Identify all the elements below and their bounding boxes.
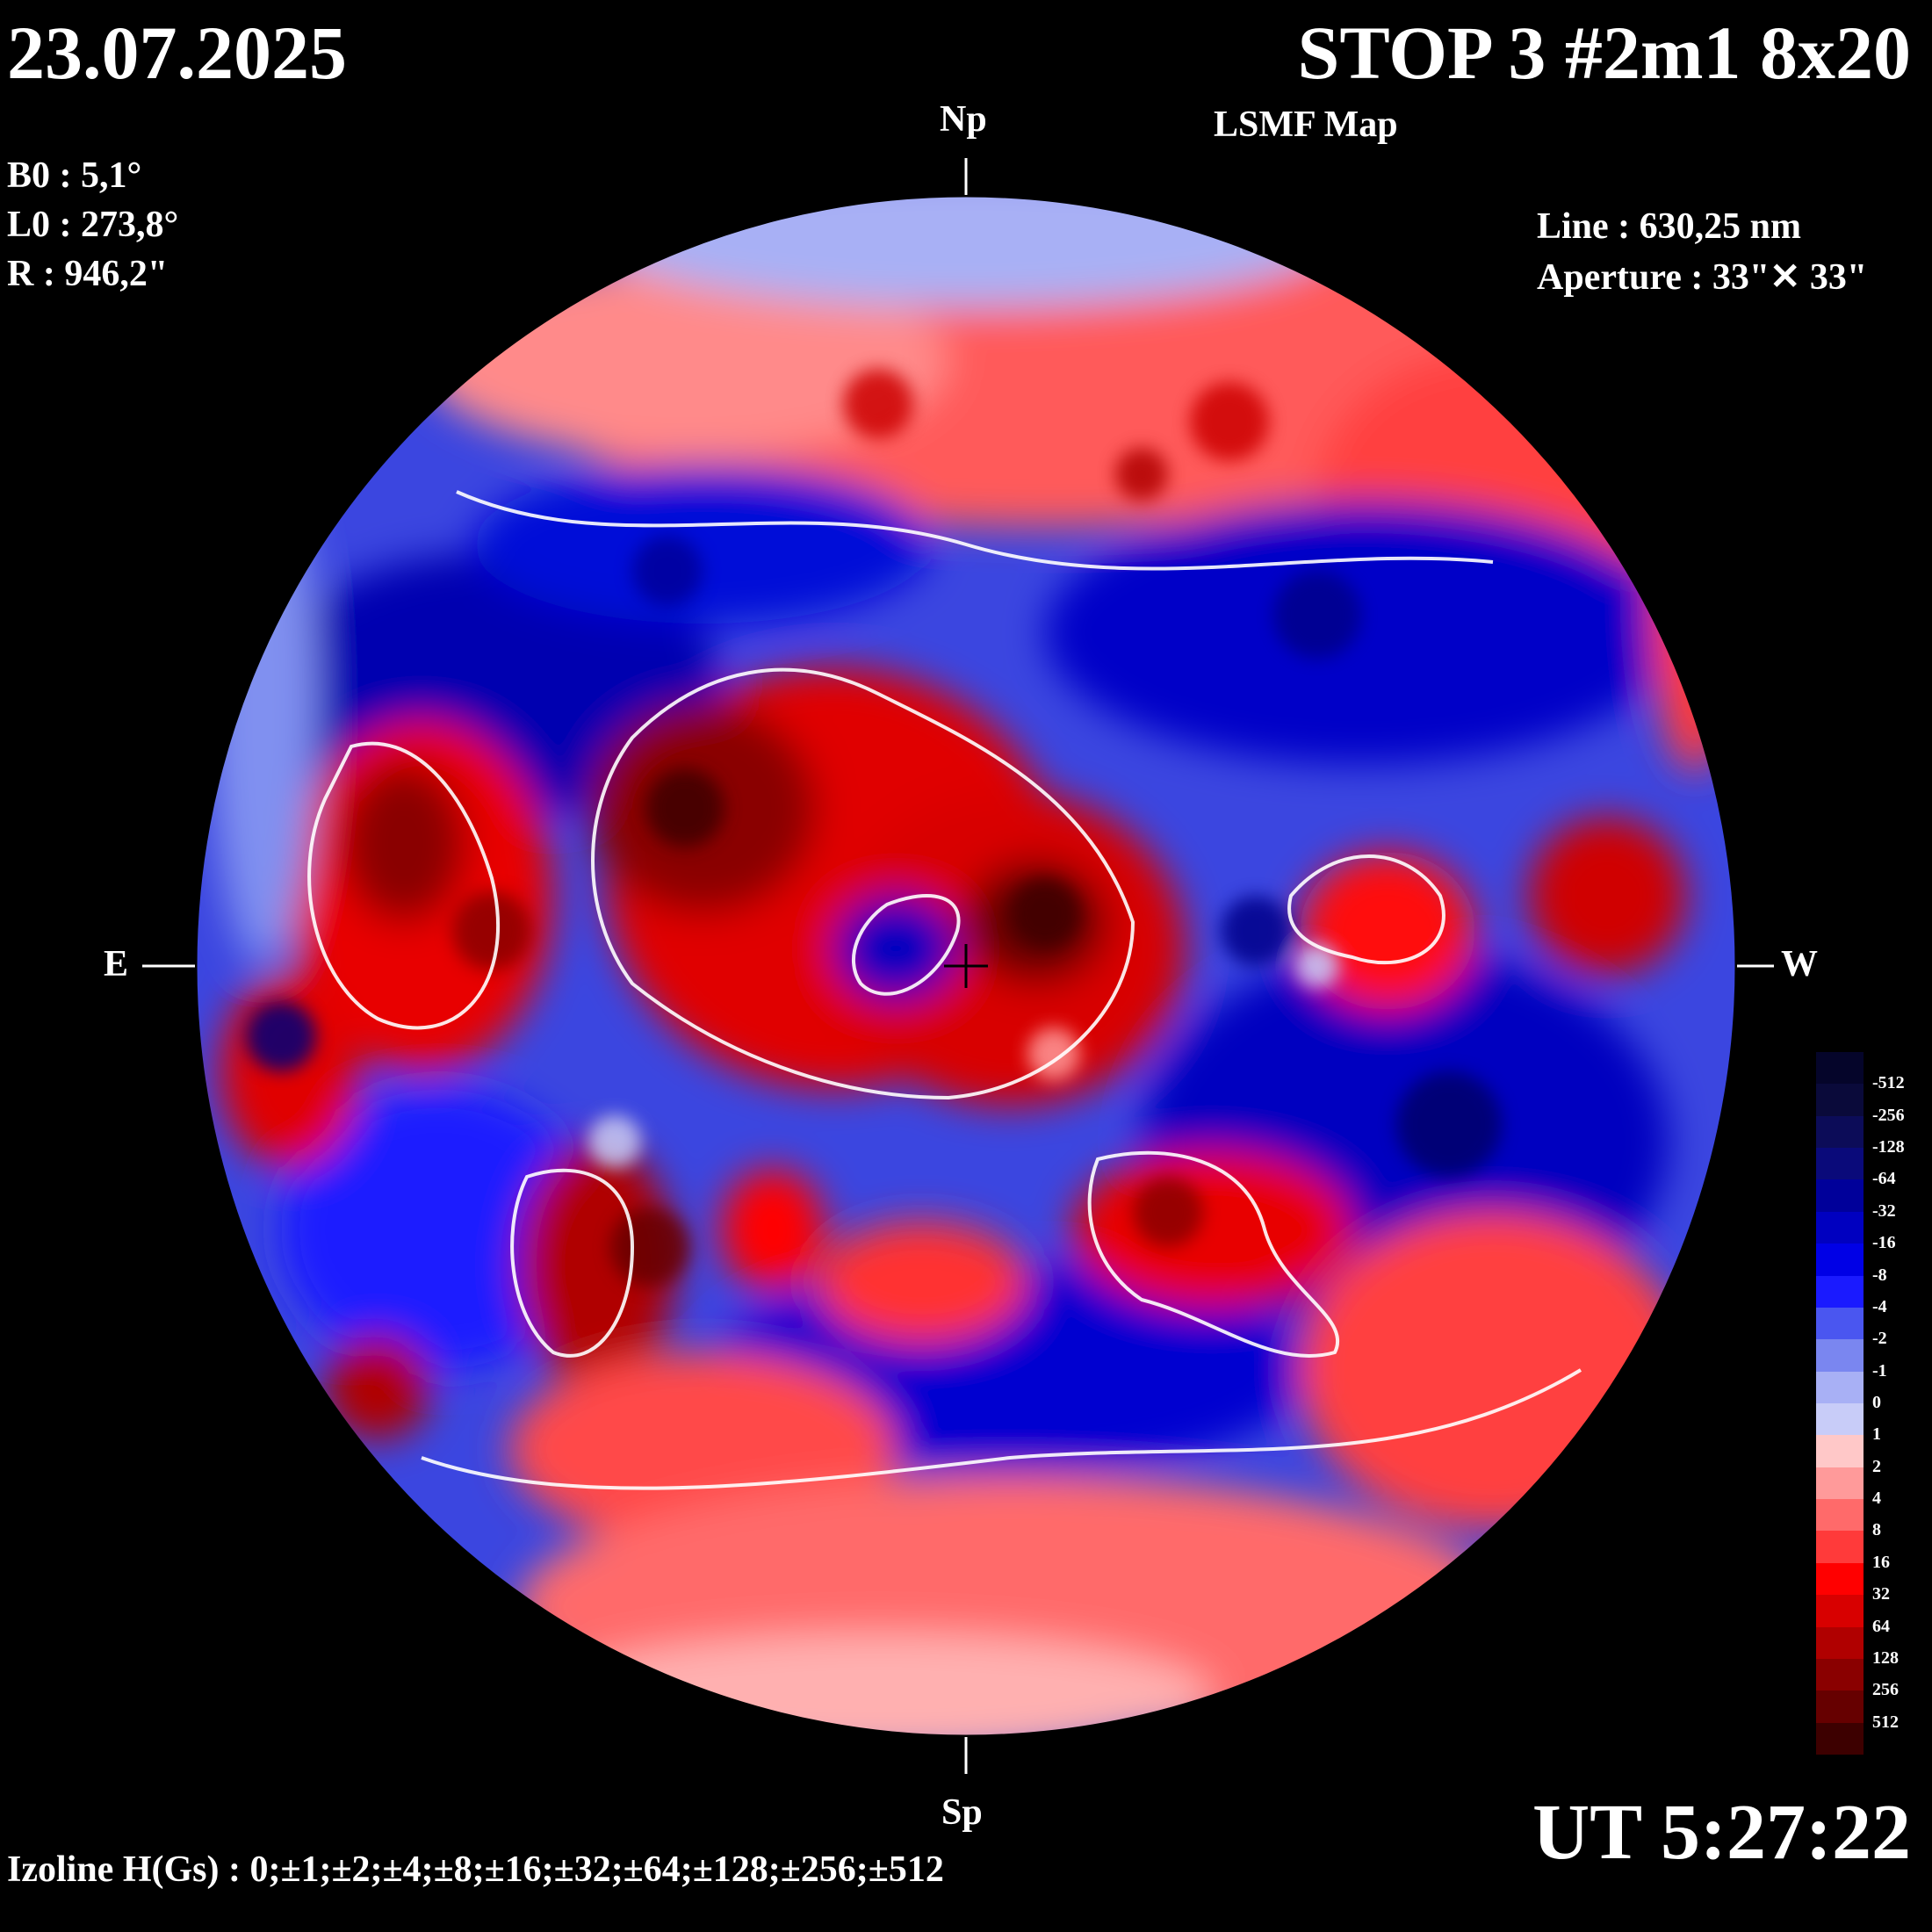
colorbar-level-label: 64: [1872, 1616, 1890, 1636]
colorbar-cell: [1816, 1275, 1864, 1308]
colorbar-cell: [1816, 1626, 1864, 1659]
colorbar-level-label: 8: [1872, 1520, 1881, 1540]
colorbar-level-label: -32: [1872, 1200, 1896, 1221]
map-subtitle: LSMF Map: [1214, 105, 1398, 145]
param-b0: B0 : 5,1°: [7, 155, 142, 196]
colorbar-level-label: -64: [1872, 1169, 1896, 1189]
colorbar-cell: [1816, 1307, 1864, 1340]
colorbar-level-label: -2: [1872, 1329, 1887, 1349]
colorbar-level-label: 16: [1872, 1552, 1890, 1572]
instrument-line: Line : 630,25 nm: [1537, 206, 1802, 247]
colorbar-level-label: -16: [1872, 1233, 1896, 1253]
colorbar-cell: [1816, 1658, 1864, 1691]
colorbar-cell: [1816, 1595, 1864, 1627]
param-l0: L0 : 273,8°: [7, 205, 179, 245]
colorbar-level-label: -256: [1872, 1105, 1905, 1125]
east-label: E: [104, 944, 129, 984]
observation-date: 23.07.2025: [7, 11, 347, 95]
colorbar-cell: [1816, 1403, 1864, 1436]
colorbar-cell: [1816, 1435, 1864, 1467]
colorbar-cell: [1816, 1722, 1864, 1755]
colorbar-level-label: 0: [1872, 1393, 1881, 1412]
param-radius: R : 946,2": [7, 254, 169, 294]
colorbar-level-label: -4: [1872, 1296, 1887, 1316]
colorbar-cell: [1816, 1531, 1864, 1563]
universal-time: UT 5:27:22: [1532, 1789, 1911, 1876]
colorbar-level-label: 2: [1872, 1456, 1881, 1476]
colorbar-level-label: -128: [1872, 1137, 1905, 1157]
colorbar-cell: [1816, 1084, 1864, 1116]
colorbar-level-label: 128: [1872, 1647, 1899, 1668]
colorbar-level-label: 256: [1872, 1680, 1899, 1700]
colorbar-cell: [1816, 1244, 1864, 1276]
colorbar-cell: [1816, 1148, 1864, 1180]
colorbar-cell: [1816, 1371, 1864, 1403]
colorbar-cell: [1816, 1052, 1864, 1085]
map-title: STOP 3 #2m1 8x20: [1297, 11, 1911, 95]
colorbar-cell: [1816, 1499, 1864, 1532]
west-label: W: [1781, 944, 1818, 984]
colorbar-level-label: 512: [1872, 1712, 1899, 1732]
colorbar-level-label: -8: [1872, 1265, 1887, 1285]
colorbar-level-label: 4: [1872, 1489, 1881, 1509]
colorbar-level-label: 32: [1872, 1584, 1890, 1604]
colorbar-cell: [1816, 1339, 1864, 1372]
colorbar-level-label: 1: [1872, 1424, 1881, 1445]
south-pole-label: Sp: [941, 1792, 983, 1833]
colorbar-cell: [1816, 1467, 1864, 1500]
colorbar-cell: [1816, 1690, 1864, 1723]
colorbar-cell: [1816, 1115, 1864, 1149]
izoline-levels: Izoline H(Gs) : 0;±1;±2;±4;±8;±16;±32;±6…: [7, 1849, 944, 1890]
instrument-aperture: Aperture : 33"✕ 33": [1537, 257, 1868, 298]
colorbar-cell: [1816, 1211, 1864, 1244]
colorbar: [1816, 1052, 1864, 1755]
colorbar-cell: [1816, 1179, 1864, 1212]
north-pole-label: Np: [940, 99, 987, 140]
colorbar-cell: [1816, 1562, 1864, 1596]
colorbar-level-label: -512: [1872, 1073, 1905, 1093]
colorbar-level-label: -1: [1872, 1360, 1887, 1381]
